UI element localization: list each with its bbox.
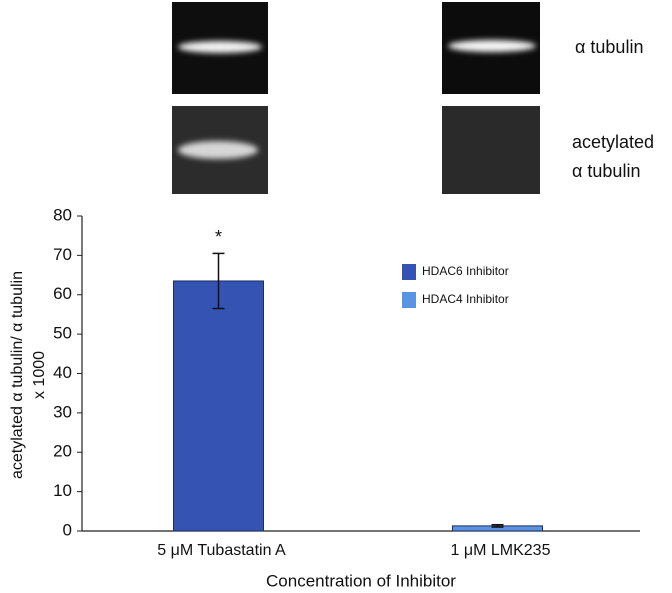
y-tick-label: 30 <box>53 402 72 421</box>
x-axis-title: Concentration of Inhibitor <box>266 571 456 590</box>
blot-band <box>178 141 258 159</box>
blot-label: α tubulin <box>575 37 643 57</box>
error-bar <box>491 523 504 528</box>
y-axis-title: acetylated α tubulin/ α tubulin x 1000 <box>9 271 48 479</box>
y-tick-label: 50 <box>53 324 72 343</box>
y-tick-label: 10 <box>53 481 72 500</box>
legend-swatch <box>402 264 416 280</box>
y-tick-label: 40 <box>53 363 72 382</box>
y-label: x 1000 <box>31 351 48 399</box>
y-label: acetylated α tubulin/ α tubulin <box>9 271 26 479</box>
y-tick-label: 80 <box>53 205 72 224</box>
x-tick-label: 1 μM LMK235 <box>451 542 551 559</box>
legend-label: HDAC4 Inhibitor <box>422 292 509 306</box>
blot <box>442 106 540 194</box>
y-tick-label: 70 <box>53 245 72 264</box>
bar <box>173 280 264 532</box>
blot-label: acetylated <box>572 132 654 152</box>
blot-band <box>448 40 536 52</box>
y-tick-label: 20 <box>53 442 72 461</box>
annotation: * <box>215 227 222 247</box>
legend-swatch <box>402 292 416 308</box>
blot-images <box>172 2 540 194</box>
y-tick-label: 0 <box>63 520 72 539</box>
blot-band <box>178 41 262 53</box>
plot: 0 10 20 30 40 50 60 70 80 5 μM Tubastatin A 1 μM L… <box>53 205 640 559</box>
y-tick-label: 60 <box>53 284 72 303</box>
blot-label: α tubulin <box>572 161 640 181</box>
error-bar <box>212 252 225 310</box>
x-tick-label: 5 μM Tubastatin A <box>157 542 286 559</box>
legend-label: HDAC6 Inhibitor <box>422 264 509 278</box>
